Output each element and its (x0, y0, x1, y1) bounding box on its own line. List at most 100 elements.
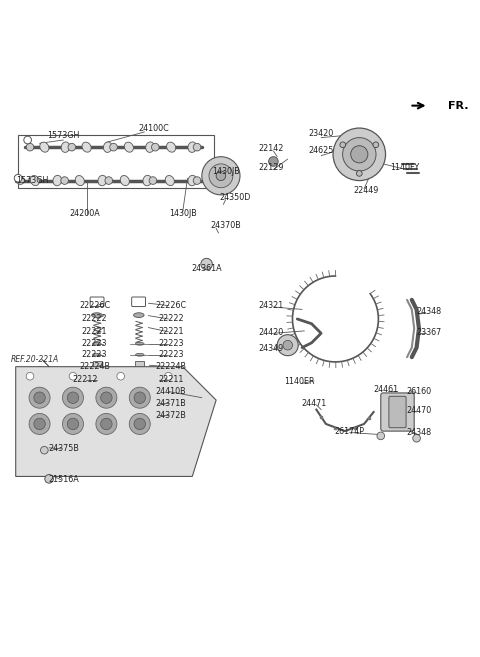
Text: 24410B: 24410B (156, 387, 186, 396)
Ellipse shape (92, 313, 102, 317)
Text: FR.: FR. (447, 101, 468, 110)
Text: 24348: 24348 (416, 307, 441, 316)
Circle shape (134, 392, 145, 403)
Text: 22222: 22222 (82, 315, 107, 323)
Ellipse shape (103, 142, 112, 152)
Circle shape (101, 392, 112, 403)
Circle shape (202, 157, 240, 195)
Circle shape (199, 397, 205, 404)
Circle shape (62, 413, 84, 434)
Circle shape (14, 174, 22, 182)
Circle shape (193, 143, 201, 151)
Text: 24348: 24348 (407, 428, 432, 437)
Text: 24200A: 24200A (70, 210, 100, 219)
Text: 22212: 22212 (72, 375, 97, 384)
Circle shape (67, 392, 79, 403)
Ellipse shape (167, 142, 176, 152)
Ellipse shape (82, 142, 91, 152)
Circle shape (209, 164, 233, 188)
Bar (135, 361, 144, 367)
Circle shape (40, 446, 48, 454)
Ellipse shape (146, 142, 155, 152)
Ellipse shape (93, 342, 101, 345)
Text: 22142: 22142 (258, 144, 284, 152)
Text: 24625: 24625 (309, 147, 334, 156)
Text: 1573GH: 1573GH (47, 131, 80, 140)
Text: 26174P: 26174P (335, 426, 365, 436)
Text: 24371B: 24371B (156, 399, 186, 408)
Text: 22221: 22221 (82, 327, 107, 336)
Ellipse shape (30, 175, 39, 185)
Text: 24350D: 24350D (219, 193, 251, 202)
Text: 24471: 24471 (301, 399, 326, 409)
Circle shape (201, 258, 212, 270)
Circle shape (269, 157, 278, 166)
Text: 24375B: 24375B (48, 444, 79, 453)
Circle shape (340, 142, 346, 148)
Text: 1573GH: 1573GH (16, 176, 48, 185)
Ellipse shape (75, 175, 84, 185)
Text: 1140FY: 1140FY (390, 163, 419, 171)
Ellipse shape (98, 175, 107, 186)
Circle shape (96, 413, 117, 434)
Circle shape (216, 171, 226, 181)
Ellipse shape (53, 175, 61, 186)
Ellipse shape (135, 353, 144, 356)
Circle shape (117, 373, 124, 380)
Circle shape (17, 177, 24, 185)
Bar (18, 135, 214, 188)
Circle shape (152, 143, 159, 151)
Ellipse shape (188, 142, 197, 152)
Text: 22226C: 22226C (79, 301, 110, 310)
Circle shape (343, 137, 376, 171)
Circle shape (34, 419, 45, 430)
Text: 22226C: 22226C (155, 301, 186, 310)
Text: 22223: 22223 (82, 350, 107, 359)
Circle shape (129, 387, 150, 408)
Circle shape (45, 474, 53, 483)
Text: 24370B: 24370B (210, 221, 241, 231)
FancyBboxPatch shape (132, 297, 145, 307)
Ellipse shape (120, 175, 129, 185)
Text: 23420: 23420 (309, 129, 334, 138)
Circle shape (24, 136, 32, 144)
Text: 24100C: 24100C (139, 124, 169, 133)
Ellipse shape (165, 175, 174, 185)
Circle shape (129, 413, 150, 434)
Text: 22449: 22449 (354, 186, 379, 194)
Text: 24461: 24461 (373, 385, 398, 394)
Text: 21516A: 21516A (48, 475, 79, 484)
Ellipse shape (188, 175, 197, 186)
Circle shape (67, 419, 79, 430)
Ellipse shape (124, 142, 133, 152)
Text: 1140ER: 1140ER (285, 378, 315, 386)
Circle shape (333, 128, 385, 181)
Text: 22223: 22223 (158, 350, 183, 359)
Text: 24372B: 24372B (156, 411, 186, 420)
Circle shape (149, 177, 157, 185)
Circle shape (351, 146, 368, 163)
FancyBboxPatch shape (90, 297, 104, 307)
Text: 24470: 24470 (407, 406, 432, 415)
Ellipse shape (40, 142, 49, 152)
Text: 24361A: 24361A (192, 264, 222, 273)
Circle shape (34, 392, 45, 403)
Text: 23367: 23367 (416, 328, 441, 337)
FancyBboxPatch shape (381, 393, 414, 431)
Polygon shape (16, 367, 216, 476)
Circle shape (193, 177, 201, 185)
Text: 22223: 22223 (82, 339, 107, 348)
Text: 22224B: 22224B (79, 362, 110, 371)
Circle shape (101, 419, 112, 430)
Circle shape (357, 171, 362, 176)
Circle shape (277, 334, 298, 355)
Text: 22222: 22222 (158, 315, 184, 323)
Circle shape (69, 373, 77, 380)
Circle shape (165, 373, 172, 380)
Text: 1430JB: 1430JB (212, 166, 240, 175)
Text: 22221: 22221 (158, 327, 183, 336)
Circle shape (110, 143, 117, 151)
Text: 26160: 26160 (407, 387, 432, 396)
Text: REF.20-221A: REF.20-221A (11, 355, 59, 364)
Circle shape (26, 143, 34, 151)
